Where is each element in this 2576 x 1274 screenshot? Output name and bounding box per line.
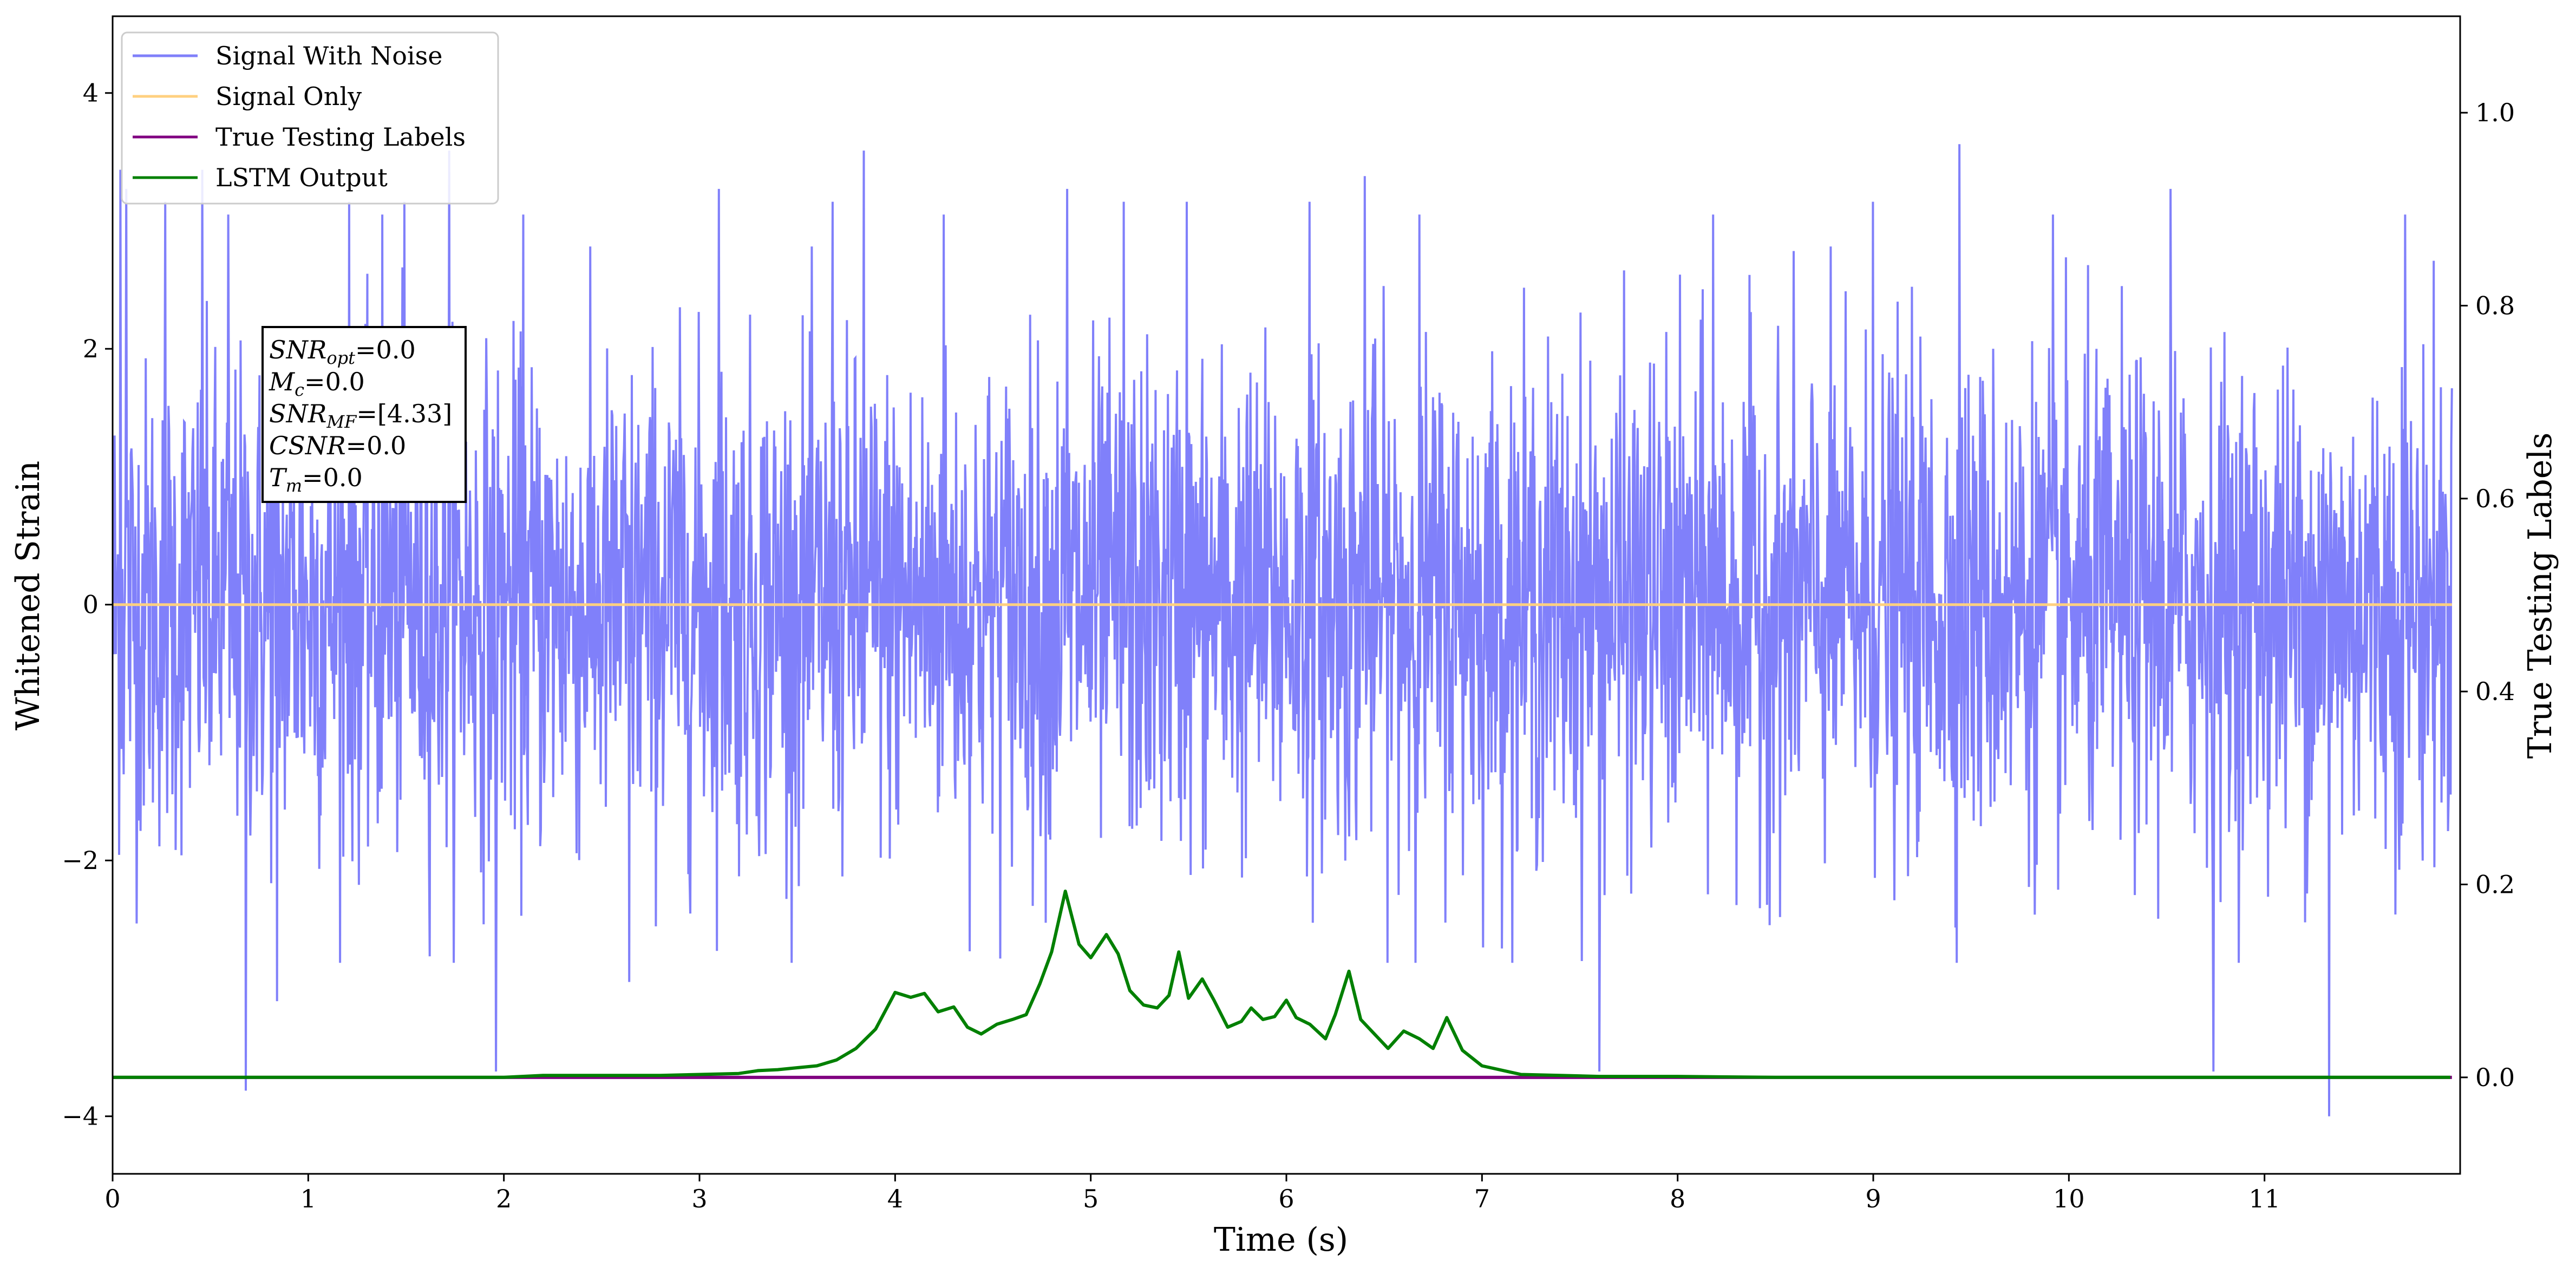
y2-tick-label: 0.4 bbox=[2475, 677, 2515, 706]
y-tick-label: 0 bbox=[83, 590, 99, 619]
x-tick-label: 2 bbox=[496, 1184, 512, 1213]
signal-with-noise-series bbox=[113, 144, 2453, 1116]
y-tick-label: −4 bbox=[62, 1102, 99, 1131]
annotation-tm: Tm=0.0 bbox=[269, 463, 363, 496]
legend-label-signal: Signal Only bbox=[215, 82, 362, 111]
x-tick-label: 11 bbox=[2248, 1184, 2280, 1213]
x-tick-label: 1 bbox=[300, 1184, 316, 1213]
x-tick-label: 4 bbox=[887, 1184, 903, 1213]
x-tick-label: 9 bbox=[1865, 1184, 1881, 1213]
lstm-output-series bbox=[113, 890, 2450, 1079]
y-axis-right-label: True Testing Labels bbox=[2521, 433, 2559, 759]
x-tick-label: 7 bbox=[1474, 1184, 1490, 1213]
legend: Signal With Noise Signal Only True Testi… bbox=[121, 31, 499, 205]
parameter-annotation-box: SNRopt=0.0 Mc=0.0 SNRMF=[4.33] CSNR=0.0 … bbox=[261, 326, 467, 503]
x-tick-label: 0 bbox=[104, 1184, 120, 1213]
y-axis-right-ticks: 0.0 0.2 0.4 0.6 0.8 1.0 bbox=[2460, 98, 2515, 1092]
lstm-output-line bbox=[113, 890, 2450, 1079]
y-axis-left-label: Whitened Strain bbox=[9, 461, 47, 730]
y-tick-label: 4 bbox=[83, 79, 99, 108]
y2-tick-label: 0.2 bbox=[2475, 870, 2515, 899]
legend-box bbox=[121, 31, 499, 205]
annotation-snr-opt: SNRopt=0.0 bbox=[269, 335, 416, 368]
annotation-snr-mf: SNRMF=[4.33] bbox=[269, 399, 452, 432]
x-tick-label: 5 bbox=[1083, 1184, 1099, 1213]
x-tick-label: 10 bbox=[2053, 1184, 2085, 1213]
y-tick-label: 2 bbox=[83, 334, 99, 363]
y-axis-left-ticks: −4 −2 0 2 4 bbox=[62, 79, 113, 1131]
signal-with-noise-line bbox=[113, 144, 2453, 1116]
x-axis-ticks: 0 1 2 3 4 5 6 7 8 9 10 11 bbox=[104, 1174, 2280, 1213]
legend-label-noise: Signal With Noise bbox=[215, 41, 442, 70]
annotation-frame bbox=[261, 326, 467, 503]
y2-tick-label: 1.0 bbox=[2475, 98, 2515, 127]
plot-area bbox=[112, 15, 2461, 1175]
y2-tick-label: 0.6 bbox=[2475, 484, 2515, 513]
y2-tick-label: 0.8 bbox=[2475, 291, 2515, 321]
x-tick-label: 3 bbox=[691, 1184, 707, 1213]
annotation-mc: Mc=0.0 bbox=[269, 367, 365, 400]
legend-label-labels: True Testing Labels bbox=[215, 122, 466, 152]
y2-tick-label: 0.0 bbox=[2475, 1063, 2515, 1092]
x-tick-label: 8 bbox=[1670, 1184, 1685, 1213]
x-tick-label: 6 bbox=[1278, 1184, 1294, 1213]
legend-label-lstm: LSTM Output bbox=[215, 163, 388, 192]
y-tick-label: −2 bbox=[62, 846, 99, 875]
x-axis-label: Time (s) bbox=[1214, 1221, 1348, 1259]
annotation-csnr: CSNR=0.0 bbox=[269, 431, 406, 460]
